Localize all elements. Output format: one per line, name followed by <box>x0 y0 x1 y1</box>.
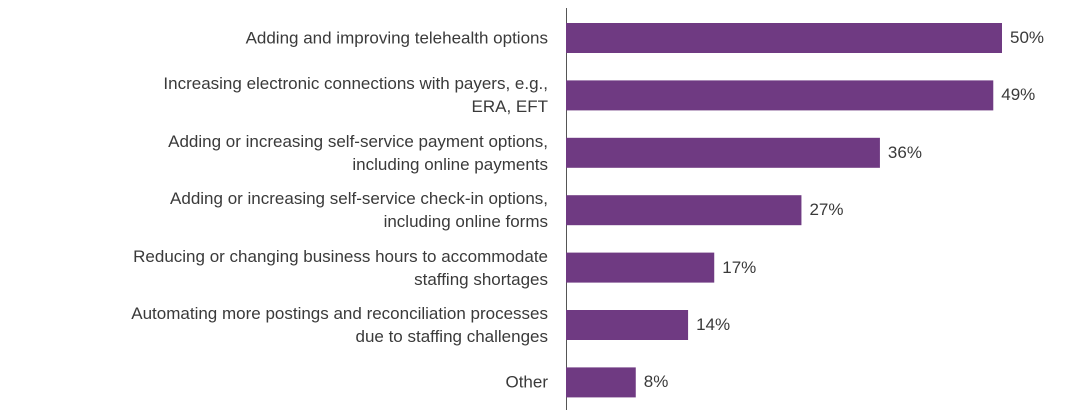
bar <box>566 80 994 111</box>
category-label: Adding or increasing self-service paymen… <box>168 131 548 174</box>
value-label: 36% <box>887 142 922 162</box>
bar <box>566 310 689 340</box>
value-label: 49% <box>1001 85 1036 105</box>
category-label: Automating more postings and reconciliat… <box>131 304 548 346</box>
value-label: 14% <box>696 315 731 334</box>
category-label: Adding and improving telehealth options <box>245 28 548 48</box>
category-label: Adding or increasing self-service check-… <box>170 189 548 232</box>
value-label: 8% <box>643 372 669 392</box>
value-label: 27% <box>809 200 844 220</box>
bar <box>566 137 880 168</box>
bar <box>566 195 802 226</box>
value-label: 50% <box>1010 28 1045 47</box>
bar <box>566 367 636 398</box>
category-label: Other <box>505 372 548 392</box>
category-label: Reducing or changing business hours to a… <box>133 246 548 289</box>
bar <box>566 23 1002 53</box>
bar <box>566 252 715 283</box>
value-label: 17% <box>722 257 757 277</box>
category-label: Increasing electronic connections with p… <box>163 74 548 117</box>
